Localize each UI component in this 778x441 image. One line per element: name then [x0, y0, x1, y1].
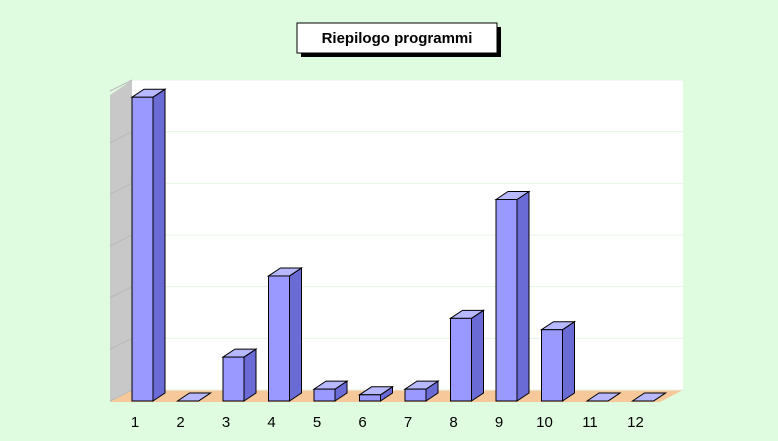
x-tick-label: 2 — [176, 414, 184, 431]
grid-line-side — [109, 286, 133, 299]
bar-top — [175, 392, 213, 402]
bar — [630, 392, 668, 402]
bar-side — [152, 88, 166, 402]
bar-front — [495, 199, 518, 402]
grid-line-side — [109, 337, 133, 350]
chart-title: Riepilogo programmi — [322, 30, 473, 47]
bar-side — [516, 190, 530, 402]
grid-line-side — [109, 234, 133, 247]
bar — [448, 309, 486, 402]
bar-front — [131, 96, 154, 402]
grid-line-side — [109, 389, 133, 402]
x-tick-label: 3 — [222, 414, 230, 431]
grid-line-side — [109, 131, 133, 144]
bar-front — [450, 317, 472, 402]
bar — [221, 348, 258, 402]
bar-side — [289, 267, 302, 402]
grid-line-side — [109, 79, 133, 92]
bar — [357, 385, 395, 402]
x-tick-label: 11 — [582, 414, 598, 431]
x-tick-label: 10 — [536, 414, 553, 431]
grid-line-side — [109, 182, 133, 195]
bar-front — [313, 388, 336, 402]
bar-front — [404, 388, 427, 402]
bar — [585, 392, 622, 402]
x-tick-label: 8 — [449, 414, 457, 431]
bar-side — [562, 320, 575, 402]
bar — [130, 88, 167, 402]
bar-front — [222, 356, 245, 402]
bar-top — [585, 392, 622, 402]
x-tick-label: 12 — [627, 414, 644, 431]
bar — [266, 267, 304, 402]
x-tick-label: 9 — [495, 414, 503, 431]
bar — [175, 392, 213, 402]
bar — [539, 320, 577, 402]
bar-front — [268, 275, 290, 402]
x-tick-label: 5 — [313, 414, 321, 431]
bar-top — [630, 392, 668, 402]
bar-side — [243, 348, 257, 402]
bar — [312, 380, 349, 402]
title-box — [296, 22, 498, 54]
bar-side — [471, 309, 484, 402]
x-tick-label: 4 — [267, 414, 275, 431]
bar — [494, 190, 531, 402]
x-tick-label: 7 — [404, 414, 412, 431]
x-tick-label: 1 — [131, 414, 139, 431]
x-tick-label: 6 — [358, 414, 366, 431]
bar-front — [359, 394, 381, 402]
bar-front — [541, 329, 563, 402]
bar — [403, 380, 440, 402]
